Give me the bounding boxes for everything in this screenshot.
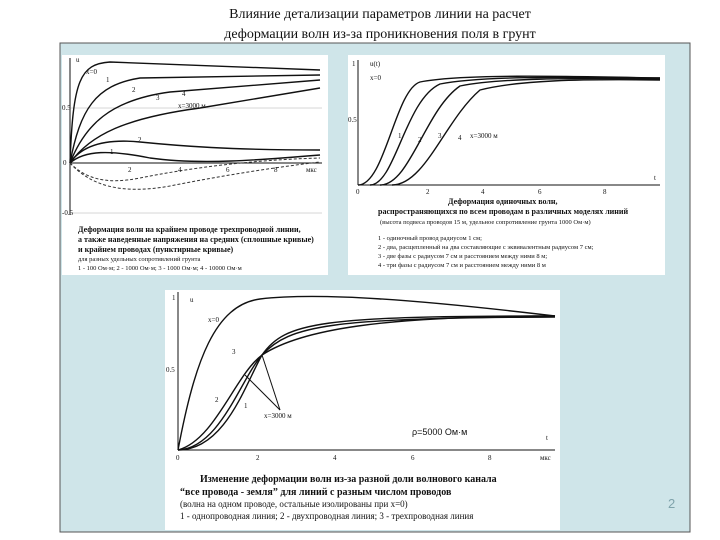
caption-line: 3 - две фазы с радиусом 7 см и расстояни… — [378, 253, 547, 260]
curve-label: 2 — [132, 86, 136, 94]
curve-label: 1 — [110, 148, 114, 156]
curve-label: 1 — [398, 132, 402, 140]
page-number: 2 — [668, 496, 675, 511]
curve — [69, 157, 321, 182]
caption-line: (высота подвеса проводов 15 м, удельное … — [380, 219, 591, 226]
curve — [177, 315, 556, 451]
caption-line: Деформация волн на крайнем проводе трехп… — [78, 225, 301, 234]
caption-line: для разных удельных сопротивлений грунта — [78, 256, 201, 263]
tick-label: 2 — [128, 166, 132, 174]
tick-label: 6 — [411, 454, 415, 462]
curve-label: x=3000 м — [470, 132, 498, 140]
tick-label: 0.5 — [166, 366, 175, 374]
caption-line: (волна на одном проводе, остальные изоли… — [180, 499, 408, 509]
curve — [369, 76, 661, 186]
pointer — [244, 374, 281, 411]
axis-label: u — [76, 56, 80, 64]
figure-panel — [165, 290, 560, 530]
axis-label: u(t) — [370, 60, 381, 68]
caption-line: 1 - 100 Ом·м; 2 - 1000 Ом·м; 3 - 1000 Ом… — [78, 265, 242, 272]
curve-label: 3 — [438, 132, 442, 140]
figure-panel — [62, 55, 328, 275]
curve — [69, 151, 321, 164]
curve — [391, 79, 661, 186]
axis-unit: мкс — [540, 454, 551, 462]
curve-label: x=0 — [208, 316, 219, 324]
curve — [177, 316, 556, 451]
caption-line: распространяющихся по всем проводам в ра… — [378, 207, 629, 216]
figure: u x=0 x=3000 м 1 2 3 1 0.5 0 2 4 6 8 мкс… — [165, 290, 560, 530]
caption-line: и крайнем проводах (пунктирные кривые) — [78, 245, 234, 254]
caption-line: 1 - однопроводная линия; 2 - двухпроводн… — [180, 511, 473, 521]
tick-label: 1 — [352, 60, 356, 68]
tick-label: 2 — [256, 454, 260, 462]
tick-label: 6 — [538, 188, 542, 196]
tick-label: 8 — [603, 188, 607, 196]
tick-label: 0 — [63, 159, 67, 167]
curve — [357, 75, 661, 186]
curve-label: 4 — [182, 90, 186, 98]
caption-line: а также наведенные напряжения на средних… — [78, 235, 314, 244]
pointer — [261, 354, 281, 411]
tick-label: 8 — [274, 166, 278, 174]
tick-label: 8 — [488, 454, 492, 462]
title-line: деформации волн из-за проникновения поля… — [224, 27, 536, 42]
tick-label: 0 — [356, 188, 360, 196]
curve — [69, 161, 321, 190]
curve — [69, 79, 321, 164]
figure: u(t) x=0 x=3000 м 1 2 3 4 1 0.5 0 2 4 6 … — [348, 55, 665, 275]
figure-panel — [348, 55, 665, 275]
tick-label: -0.5 — [62, 209, 74, 217]
curve-label: 1 — [106, 76, 110, 84]
axis-unit: t — [654, 174, 656, 182]
curve-label: x=3000 м — [264, 412, 292, 420]
curve-label: 3 — [232, 348, 236, 356]
curve — [69, 61, 321, 164]
tick-label: 4 — [333, 454, 337, 462]
curve — [69, 140, 321, 164]
curve-label: 3 — [156, 94, 160, 102]
tick-label: 1 — [172, 294, 176, 302]
annotation: ρ=5000 Ом·м — [412, 427, 467, 437]
caption-line: 2 - два, расщепленный на два составляющи… — [378, 244, 594, 251]
curve-label: x=0 — [370, 74, 381, 82]
caption-line: Изменение деформации волн из-за разной д… — [200, 474, 497, 485]
curve — [69, 74, 321, 164]
title-line: Влияние детализации параметров линии на … — [229, 7, 531, 22]
curve-label: 2 — [215, 396, 219, 404]
curve-label: 4 — [458, 134, 462, 142]
tick-label: 6 — [226, 166, 230, 174]
tick-label: 0.5 — [62, 104, 71, 112]
figure: u x=0 x=3000 м 1 2 3 4 1 2 0.5 0 -0.5 2 … — [62, 55, 328, 275]
caption-line: 4 - три фазы с радиусом 7 см и расстояни… — [378, 262, 546, 269]
curve — [177, 295, 556, 451]
tick-label: 4 — [178, 166, 182, 174]
curve — [379, 77, 661, 186]
curve-label: 2 — [138, 136, 142, 144]
curve-label: 2 — [418, 136, 422, 144]
tick-label: 0.5 — [348, 116, 357, 124]
tick-label: 2 — [426, 188, 430, 196]
caption-line: “все провода - земля” для линий с разным… — [180, 487, 452, 498]
axis-label: u — [190, 296, 194, 304]
curve-label: x=0 — [86, 68, 97, 76]
axis-unit: мкс — [306, 166, 317, 174]
tick-label: 4 — [481, 188, 485, 196]
caption-line: 1 - одиночный провод радиусом 1 см; — [378, 235, 482, 242]
tick-label: 0 — [176, 454, 180, 462]
curve-label: x=3000 м — [178, 102, 206, 110]
curve-label: 1 — [244, 402, 248, 410]
caption-line: Деформация одиночных волн, — [448, 197, 558, 206]
axis-label: t — [546, 434, 548, 442]
